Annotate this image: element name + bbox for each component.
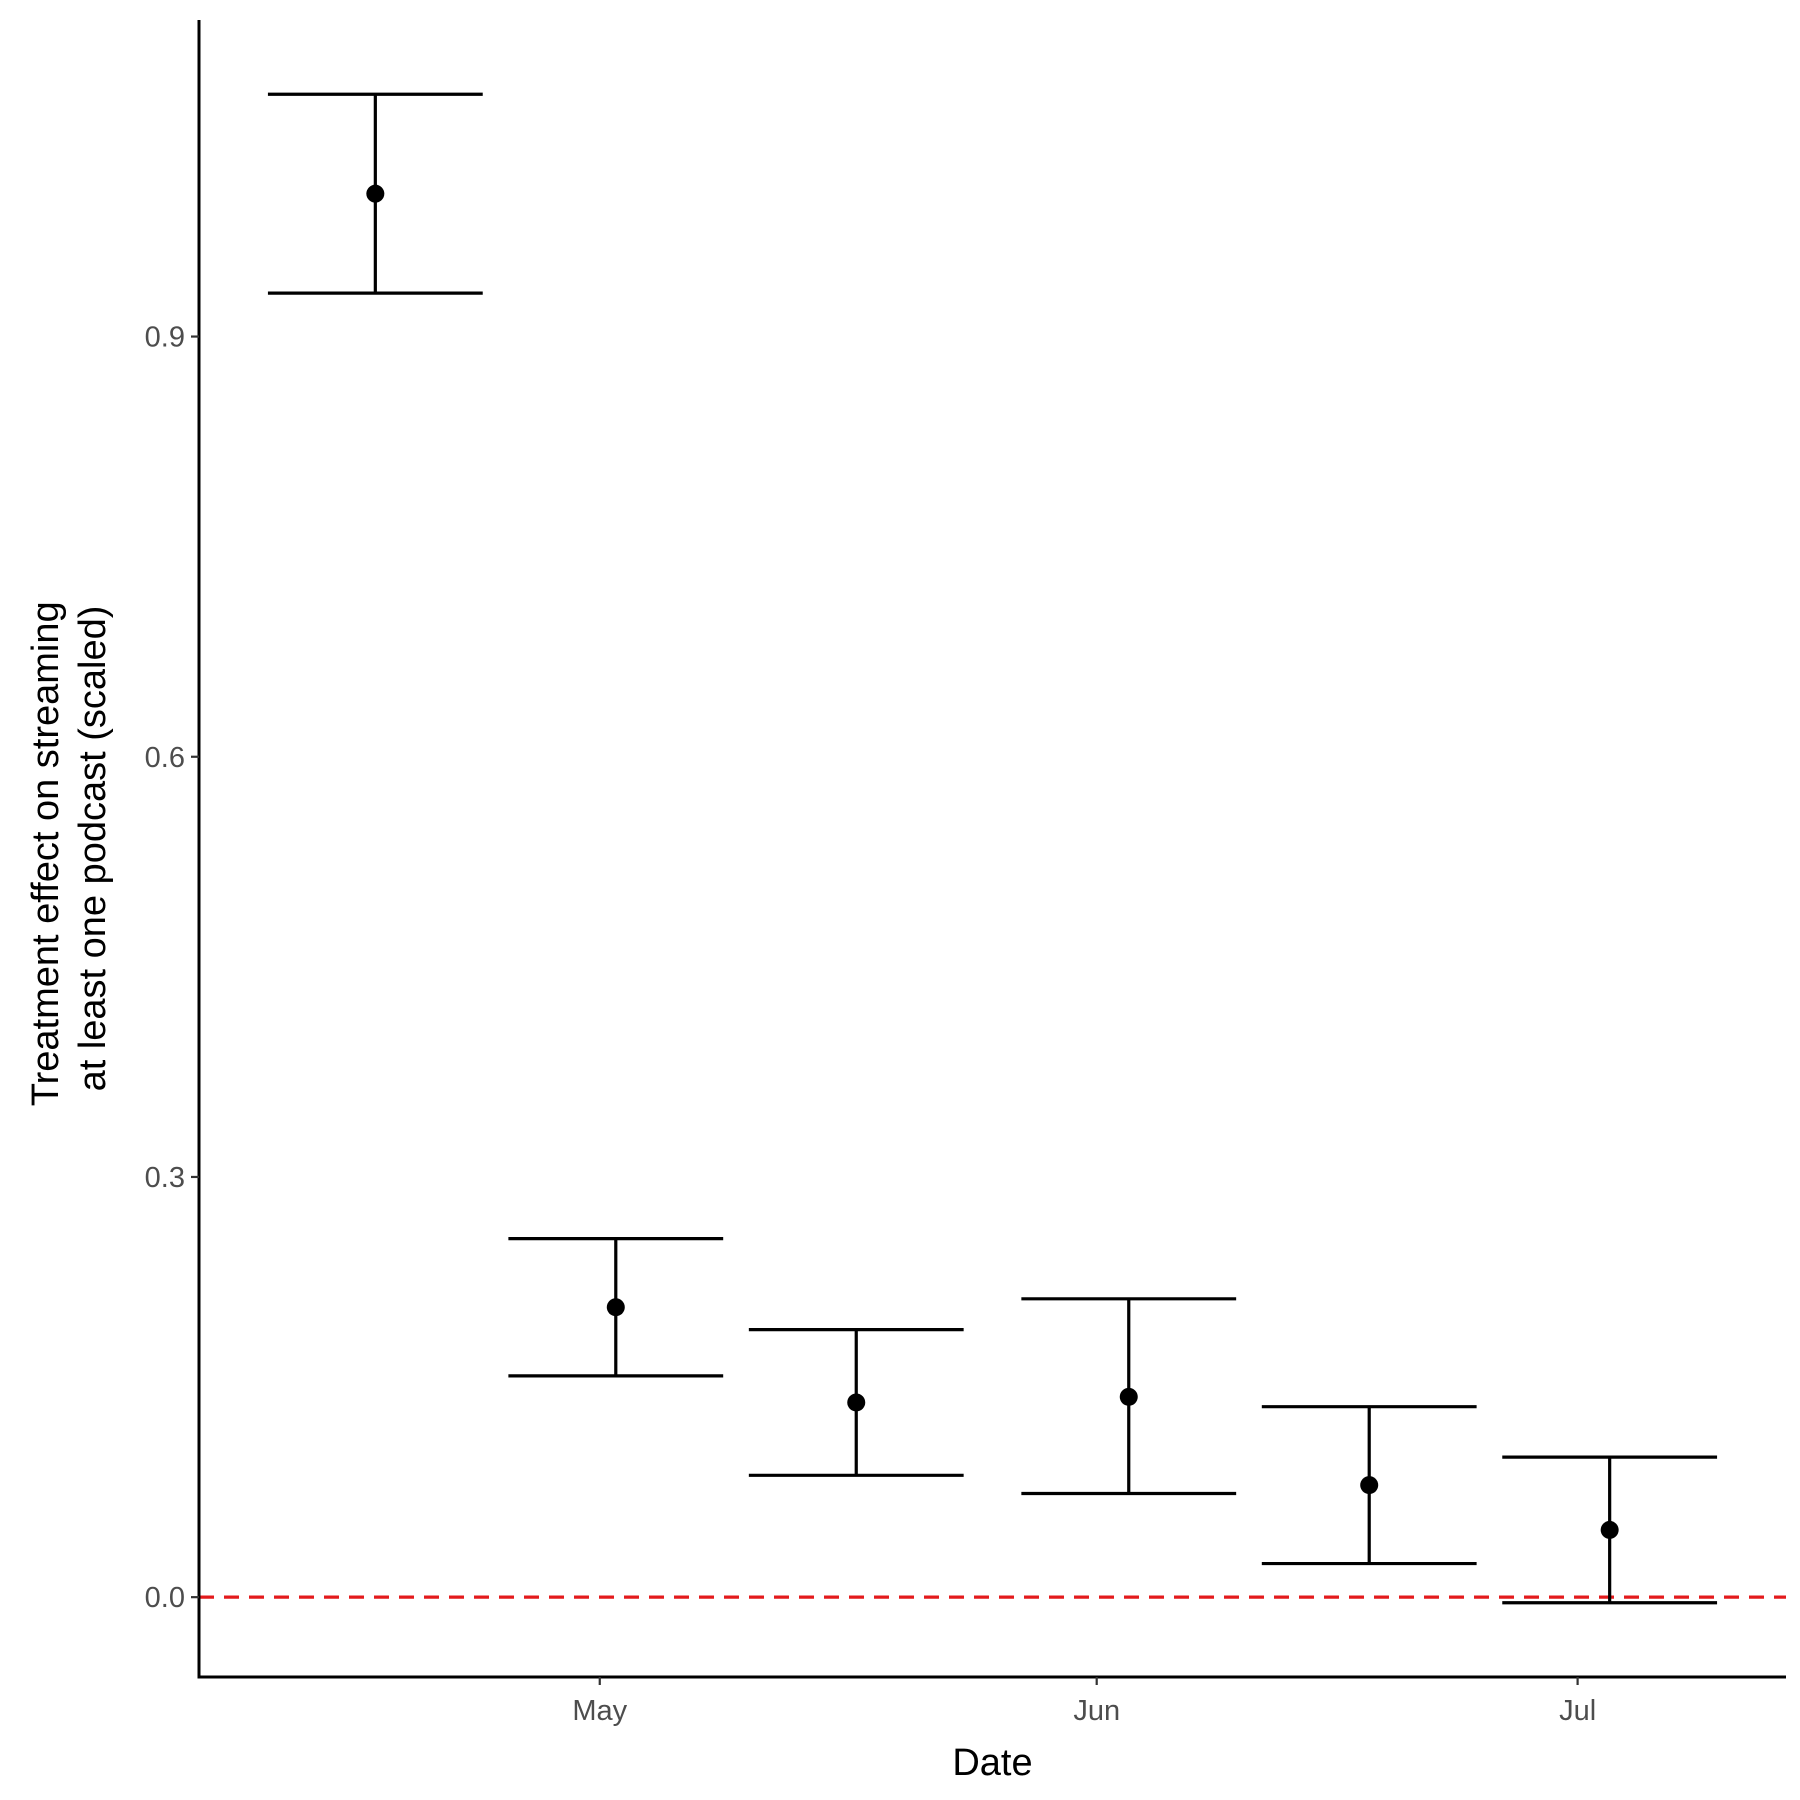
x-axis-title: Date xyxy=(952,1742,1032,1784)
y-axis-title-line-1: Treatment effect on streaming xyxy=(25,601,67,1106)
axes-layer xyxy=(197,20,1786,1679)
y-ticks: 0.0 0.3 0.6 0.9 xyxy=(145,322,199,1614)
x-tick-label: May xyxy=(572,1695,627,1727)
y-tick-label: 0.3 xyxy=(145,1162,185,1194)
point-estimate-4 xyxy=(1119,1387,1138,1406)
point-estimate-2 xyxy=(606,1298,625,1317)
x-tick-label: Jul xyxy=(1559,1695,1596,1727)
point-estimate-6 xyxy=(1600,1520,1619,1539)
x-ticks: May Jun Jul xyxy=(572,1677,1596,1727)
errorbar-layer xyxy=(267,92,1718,1605)
x-tick-label: Jun xyxy=(1073,1695,1120,1727)
y-axis-title: Treatment effect on streaming at least o… xyxy=(25,591,114,1106)
point-estimate-5 xyxy=(1360,1476,1379,1495)
y-tick-label: 0.0 xyxy=(145,1582,185,1614)
point-estimate-3 xyxy=(847,1393,866,1412)
point-estimate-1 xyxy=(366,184,385,203)
y-axis-title-line-2: at least one podcast (scaled) xyxy=(72,606,114,1092)
y-tick-label: 0.6 xyxy=(145,742,185,774)
point-layer xyxy=(366,184,1619,1539)
y-tick-label: 0.9 xyxy=(145,322,185,354)
